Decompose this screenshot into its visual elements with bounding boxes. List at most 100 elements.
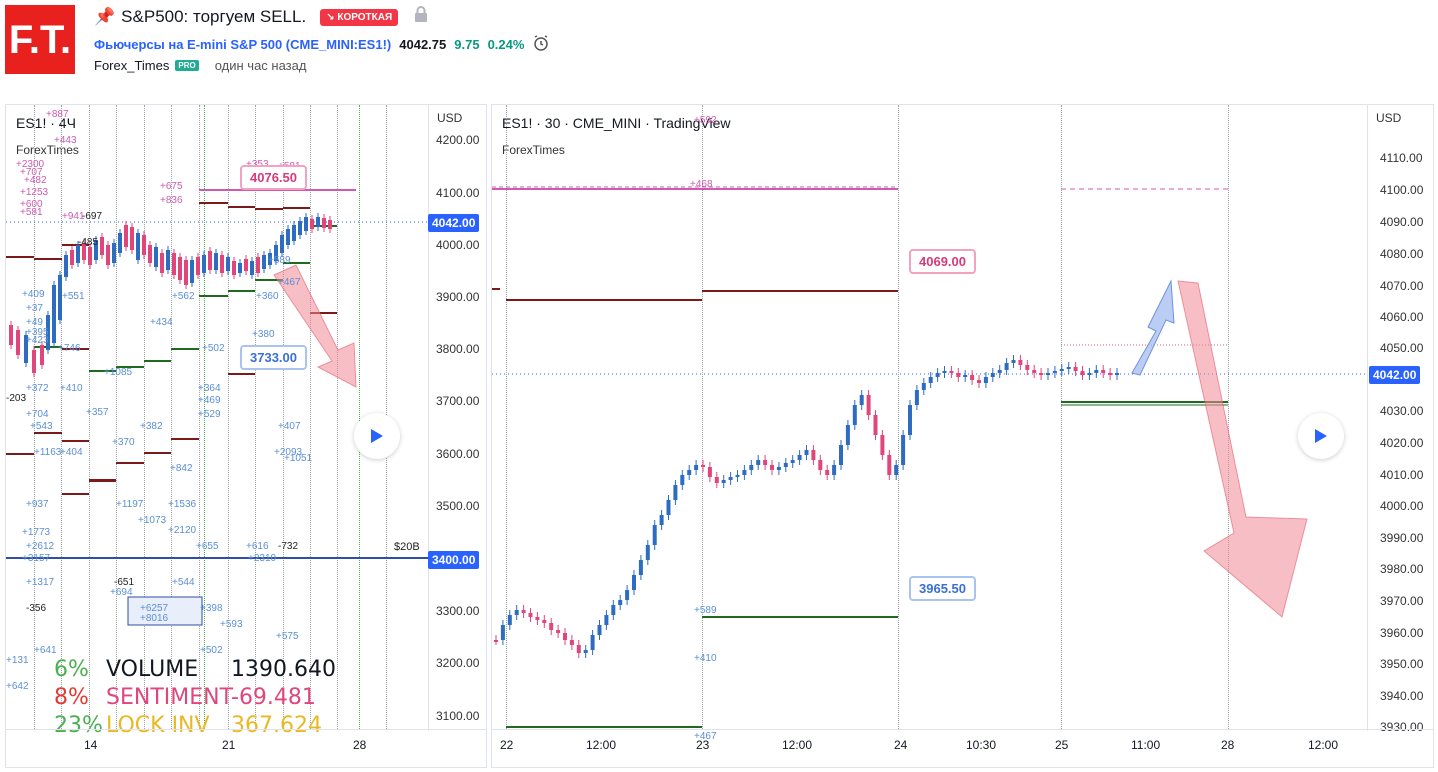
candle-body: [142, 235, 146, 255]
candle-body: [52, 285, 56, 343]
price-tick: 4010.00: [1380, 468, 1424, 482]
order-note: +2120: [168, 525, 197, 536]
right-callout-top: 4069.00: [909, 249, 976, 274]
candle-body: [250, 261, 254, 275]
price-tick: 3970.00: [1380, 594, 1424, 608]
time-tick: 28: [1221, 738, 1235, 752]
order-note: +1051: [284, 453, 313, 464]
order-note: +592: [694, 115, 717, 126]
price-tick: 4050.00: [1380, 341, 1424, 355]
price-tick: 4100.00: [436, 186, 480, 200]
symbol-link[interactable]: Фьючерсы на E-mini S&P 500 (CME_MINI:ES1…: [94, 37, 392, 52]
author-name[interactable]: Forex_Times: [94, 58, 170, 73]
candle-body: [1032, 370, 1037, 373]
order-note: +600: [20, 199, 43, 210]
price-tick: 3980.00: [1380, 562, 1424, 576]
play-button-right[interactable]: [1298, 413, 1344, 459]
price-tick: 3600.00: [436, 447, 480, 461]
order-note: +842: [170, 463, 193, 474]
order-note: +49: [26, 317, 43, 328]
left-chart-panel[interactable]: ES1! · 4Ч ForexTimes USD 4200.00 4100.00 4…: [5, 104, 487, 768]
last-price: 4042.75: [399, 37, 447, 52]
order-note: +562: [172, 291, 195, 302]
order-note: +1073: [138, 515, 167, 526]
pro-badge: PRO: [175, 60, 199, 71]
order-note: +593: [220, 619, 243, 630]
candle-body: [549, 623, 554, 630]
symbol-row: Фьючерсы на E-mini S&P 500 (CME_MINI:ES1…: [94, 34, 550, 55]
candle-body: [244, 259, 248, 271]
alarm-clock-icon[interactable]: [532, 34, 550, 55]
order-note: +3157: [22, 553, 51, 564]
time-tick: 23: [696, 738, 710, 752]
candle-body: [638, 560, 643, 575]
order-note: -485: [78, 237, 98, 248]
order-note: +704: [26, 409, 49, 420]
price-tick: 4000.00: [1380, 499, 1424, 513]
candle-body: [659, 515, 664, 525]
candle-body: [494, 640, 498, 642]
lock-icon: [414, 6, 428, 28]
price-tick: 4060.00: [1380, 310, 1424, 324]
order-note: -356: [26, 603, 46, 614]
candle-body: [280, 235, 284, 253]
right-chart-panel[interactable]: ES1! · 30 · CME_MINI · TradingView Forex…: [491, 104, 1434, 768]
price-tick: 3990.00: [1380, 531, 1424, 545]
candle-body: [268, 253, 272, 265]
order-note: +2612: [26, 541, 55, 552]
candle-body: [1011, 360, 1016, 363]
right-price-axis[interactable]: USD: [1367, 105, 1433, 731]
order-note: +1773: [22, 527, 51, 538]
ft-logo[interactable]: F.T.: [5, 5, 75, 74]
order-note: +941: [62, 211, 85, 222]
candle-body: [977, 380, 981, 383]
idea-header: F.T. 📌 S&P500: торгуем SELL. ↘ КОРОТКАЯ …: [0, 0, 1438, 100]
candle-body: [16, 330, 20, 355]
candle-body: [9, 325, 13, 345]
order-note: +1197: [116, 499, 144, 510]
order-note: +467: [694, 731, 717, 742]
price-tick: 3950.00: [1380, 657, 1424, 671]
order-note: +581: [20, 207, 43, 218]
chart-watermark: ForexTimes: [502, 143, 565, 157]
candle-body: [983, 377, 988, 383]
order-note: -203: [6, 393, 26, 404]
order-note: +1163: [34, 447, 62, 458]
price-tick: 4070.00: [1380, 279, 1424, 293]
candle-body: [776, 467, 781, 470]
price-tick: 4030.00: [1380, 404, 1424, 418]
candle-body: [316, 217, 320, 227]
left-callout-bottom: 3733.00: [240, 345, 307, 370]
candle-body: [804, 450, 809, 455]
order-note: +357: [86, 407, 109, 418]
play-button-left[interactable]: [354, 413, 400, 459]
candle-body: [256, 257, 260, 273]
left-time-axis[interactable]: 14 21 28: [6, 729, 486, 767]
stat-sentiment-pct: 8%: [54, 685, 89, 710]
candle-body: [328, 220, 332, 229]
candle-body: [914, 390, 919, 405]
candle-body: [46, 315, 50, 350]
right-chart-canvas[interactable]: 4110.00 4100.00 4090.00 4080.00 4070.00 4060.…: [492, 105, 1434, 768]
order-note: +410: [694, 653, 717, 664]
candle-body: [528, 613, 533, 617]
candle-body: [1025, 365, 1030, 370]
candle-body: [64, 255, 68, 277]
candle-body: [94, 240, 98, 260]
right-time-axis[interactable]: 22 12:00 23 12:00 24 10:30 25 11:00 28 1…: [492, 729, 1433, 767]
price-tick: 4100.00: [1380, 183, 1424, 197]
order-note: +8016: [140, 613, 169, 624]
candle-body: [756, 460, 761, 465]
candle-body: [901, 435, 906, 465]
candle-body: [556, 630, 561, 633]
candle-body: [749, 465, 754, 470]
candle-body: [797, 455, 802, 460]
candle-body: [818, 460, 823, 470]
idea-title-row: 📌 S&P500: торгуем SELL. ↘ КОРОТКАЯ: [94, 6, 428, 28]
candle-body: [160, 253, 164, 273]
stat-lockinv-pct: 23%: [54, 713, 103, 738]
candle-body: [707, 467, 712, 477]
candle-body: [286, 229, 290, 245]
left-price-axis[interactable]: USD: [428, 105, 486, 731]
candle-body: [1094, 370, 1099, 373]
